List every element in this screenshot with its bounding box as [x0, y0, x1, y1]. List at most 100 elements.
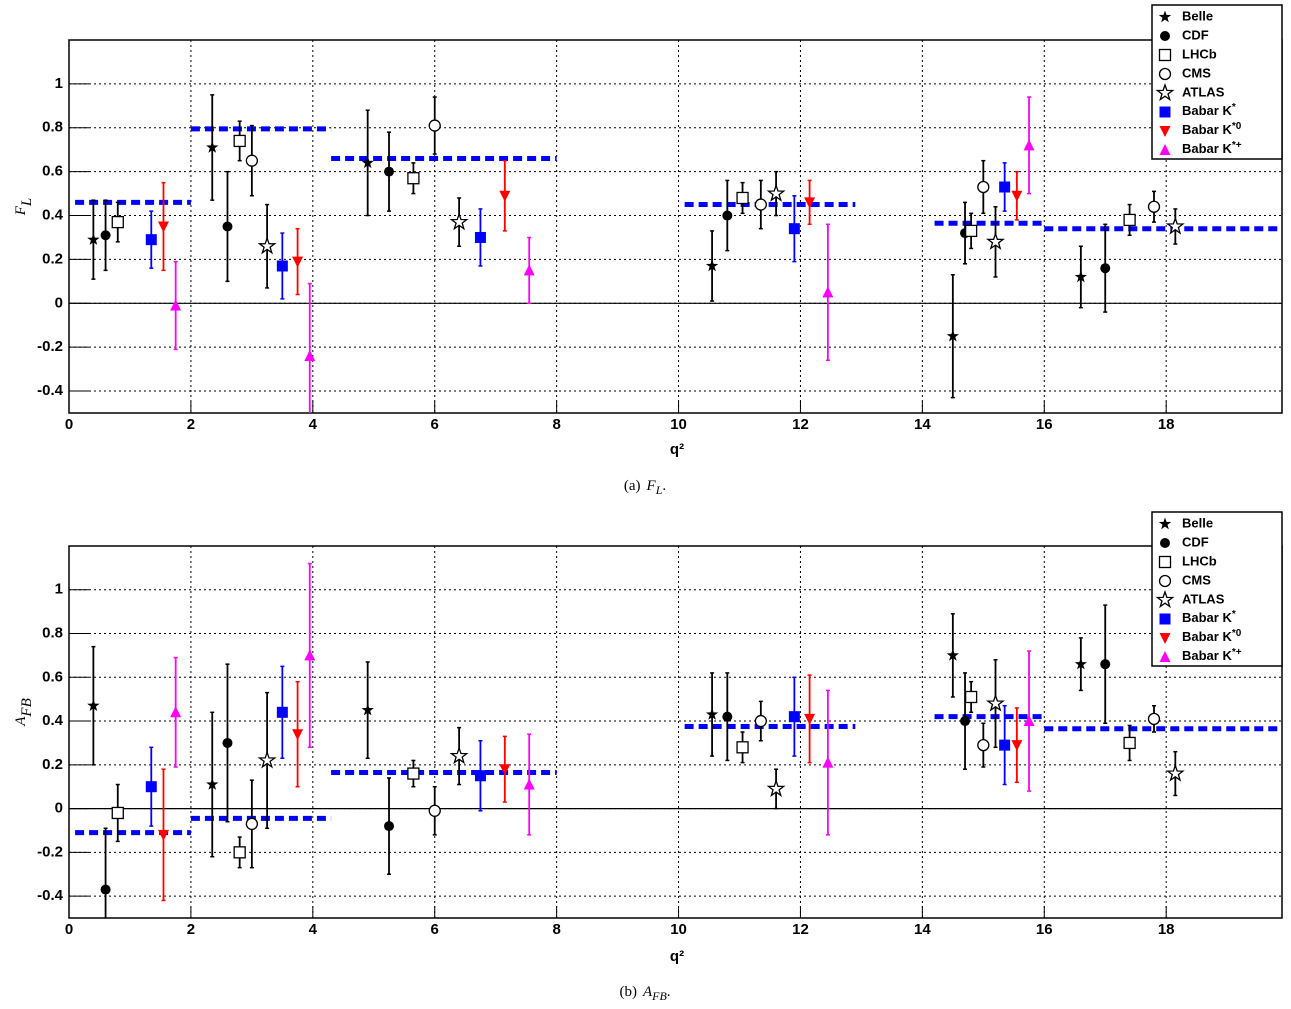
marker — [407, 767, 420, 780]
y-tick-label: 1 — [55, 581, 63, 598]
y-axis-label: AFB — [13, 698, 35, 727]
marker — [1158, 517, 1172, 530]
x-tick-label: 16 — [1036, 416, 1053, 433]
marker — [736, 191, 749, 205]
legend-label: ATLAS — [1182, 591, 1225, 606]
legend: Belle CDF LHCb CMS ATLAS Babar K* Babar K*0 Bab… — [1151, 511, 1283, 667]
marker — [523, 264, 535, 276]
marker — [170, 299, 182, 311]
legend-label: ATLAS — [1182, 84, 1225, 99]
legend-label: Babar K* — [1182, 609, 1236, 626]
y-tick-label: -0.4 — [37, 382, 64, 399]
marker — [999, 739, 1011, 751]
marker — [1158, 574, 1172, 588]
legend-label: CDF — [1182, 534, 1209, 549]
legend-label: Babar K*+ — [1182, 647, 1242, 664]
marker — [292, 256, 304, 268]
y-tick-label: 0.6 — [42, 668, 63, 685]
marker — [1023, 139, 1035, 151]
marker — [705, 259, 719, 272]
marker — [804, 713, 816, 725]
marker — [1158, 555, 1172, 569]
marker — [276, 706, 288, 718]
plot-area — [75, 562, 1282, 918]
marker — [474, 770, 486, 782]
marker — [499, 190, 511, 202]
marker — [257, 750, 277, 769]
y-tick-label: -0.4 — [37, 887, 64, 904]
y-tick-label: 0.2 — [42, 756, 63, 773]
y-tick-label: 1 — [55, 75, 63, 92]
caption-label: (b) — [619, 984, 637, 1000]
marker — [946, 329, 959, 342]
marker — [304, 649, 316, 661]
caption: (b) AFB. — [619, 984, 670, 1002]
marker — [946, 648, 959, 661]
marker — [754, 198, 767, 211]
marker — [766, 778, 786, 798]
x-tick-label: 10 — [670, 921, 687, 938]
y-axis-label: FL — [13, 198, 35, 217]
marker — [449, 212, 469, 231]
marker — [822, 756, 834, 768]
x-tick-label: 10 — [670, 416, 687, 433]
axes-box — [68, 39, 1283, 414]
marker — [1159, 633, 1171, 644]
marker — [304, 349, 316, 361]
marker — [157, 221, 169, 233]
marker — [705, 708, 719, 720]
marker — [1011, 190, 1023, 202]
marker — [170, 706, 182, 718]
marker — [384, 821, 395, 832]
marker — [1158, 67, 1172, 81]
x-axis-label: q² — [670, 948, 684, 965]
marker — [157, 829, 169, 841]
y-axis-label-sub: FB — [19, 698, 35, 717]
legend-box — [1151, 511, 1283, 667]
marker — [1123, 213, 1136, 227]
marker — [722, 210, 733, 221]
y-tick-label: -0.2 — [37, 843, 63, 860]
marker — [722, 711, 733, 722]
marker — [222, 737, 233, 748]
marker — [977, 180, 990, 194]
marker — [1159, 126, 1171, 137]
y-tick-label: 0.2 — [42, 250, 63, 267]
marker — [111, 806, 124, 820]
marker — [100, 230, 111, 241]
marker — [1158, 48, 1172, 62]
marker — [87, 699, 100, 711]
legend-label: Babar K*0 — [1182, 121, 1242, 138]
marker — [206, 778, 219, 790]
marker — [87, 233, 100, 245]
marker — [1159, 106, 1171, 118]
caption-end: . — [667, 984, 671, 1000]
panel: 0 2 4 6 8 10 12 14 16 18 -0.4 -0.2 0 0.2 0.4 0.6 0.8 1 Bel… — [13, 4, 1283, 497]
caption-symbol: A — [642, 984, 653, 1000]
y-tick-label: 0.4 — [42, 712, 64, 729]
marker — [257, 236, 277, 255]
marker — [1123, 736, 1136, 750]
marker — [361, 156, 374, 169]
marker — [964, 224, 978, 238]
axes-box — [68, 545, 1283, 919]
marker — [1158, 10, 1172, 23]
marker — [960, 716, 971, 727]
marker — [245, 154, 259, 167]
marker — [276, 260, 288, 272]
marker — [736, 741, 749, 754]
marker — [1155, 83, 1175, 102]
x-tick-label: 4 — [309, 416, 318, 433]
x-tick-label: 0 — [65, 921, 73, 938]
y-tick-label: 0.8 — [42, 119, 63, 136]
x-tick-label: 18 — [1158, 416, 1175, 433]
marker — [222, 221, 233, 232]
x-axis-label: q² — [670, 441, 684, 458]
caption: (a) FL. — [624, 478, 666, 496]
x-tick-label: 0 — [65, 416, 73, 433]
legend-label: LHCb — [1182, 553, 1217, 568]
caption-label: (a) — [624, 478, 641, 494]
marker — [206, 141, 219, 153]
marker — [1160, 538, 1170, 548]
